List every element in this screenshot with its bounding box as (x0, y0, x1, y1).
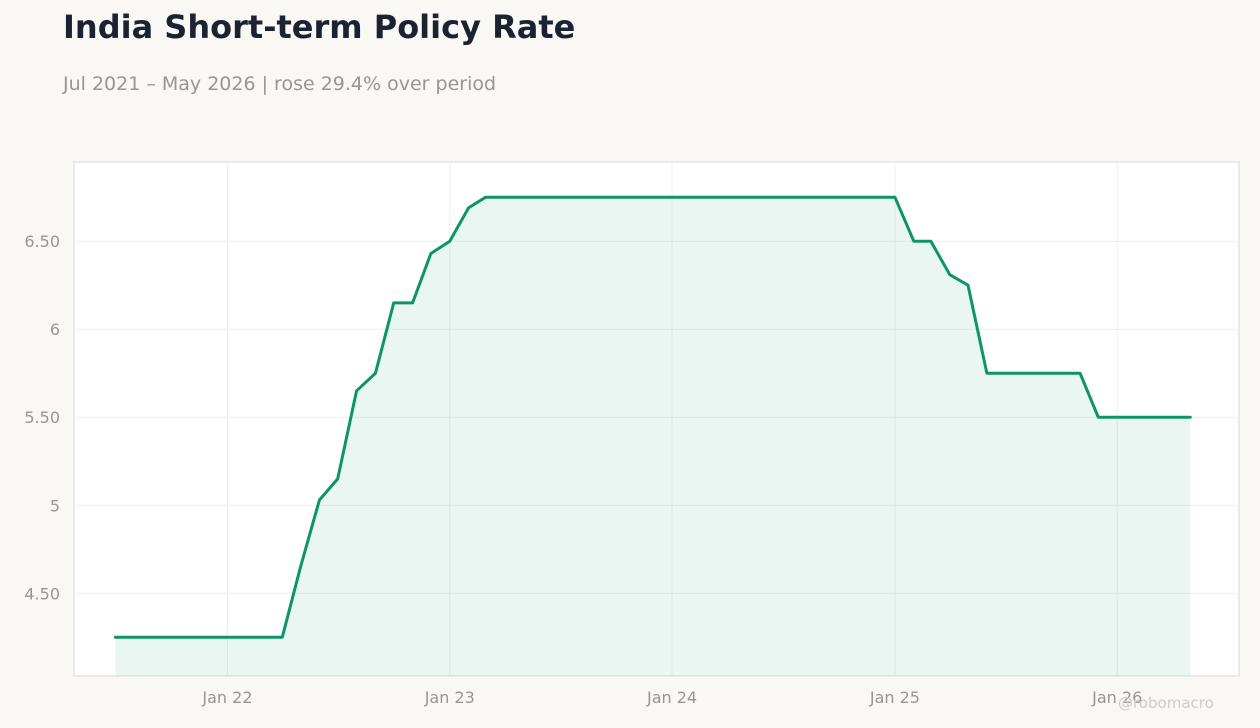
data-point (1189, 416, 1192, 419)
data-point (429, 252, 432, 255)
x-tick-label: Jan 22 (201, 688, 252, 707)
series-line (113, 195, 1192, 639)
data-point (392, 301, 395, 304)
x-tick-label: Jan 26 (1091, 688, 1142, 707)
data-point (929, 240, 932, 243)
data-point (912, 240, 915, 243)
data-point (355, 389, 358, 392)
data-point (1079, 372, 1082, 375)
y-tick-label: 6.50 (24, 232, 60, 251)
data-point (448, 240, 451, 243)
y-tick-label: 5 (50, 496, 60, 515)
watermark: @robomacro (1118, 694, 1214, 712)
y-tick-label: 5.50 (24, 408, 60, 427)
data-point (374, 372, 377, 375)
data-point (281, 636, 284, 639)
plot-area (73, 161, 1240, 677)
y-tick-label: 6 (50, 320, 60, 339)
data-point (985, 372, 988, 375)
series-area-fill (115, 197, 1191, 676)
data-point (467, 206, 470, 209)
data-point (966, 284, 969, 287)
chart-subtitle: Jul 2021 – May 2026 | rose 29.4% over pe… (63, 73, 497, 95)
data-point (1097, 416, 1100, 419)
data-point (411, 301, 414, 304)
chart-title: India Short-term Policy Rate (63, 8, 576, 46)
y-tick-label: 4.50 (24, 584, 60, 603)
data-point (114, 636, 117, 639)
x-tick-label: Jan 23 (424, 688, 475, 707)
data-point (299, 565, 302, 568)
data-point (948, 273, 951, 276)
x-tick-label: Jan 25 (869, 688, 920, 707)
x-tick-label: Jan 24 (646, 688, 697, 707)
data-point (336, 477, 339, 480)
data-point (484, 196, 487, 199)
data-point (318, 498, 321, 501)
data-point (893, 196, 896, 199)
